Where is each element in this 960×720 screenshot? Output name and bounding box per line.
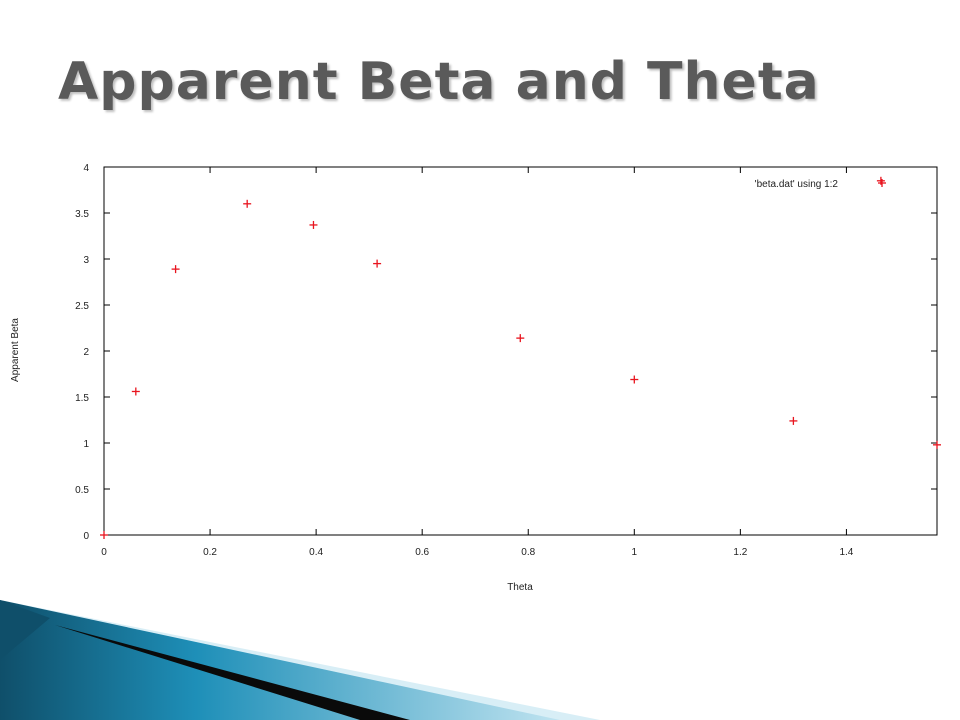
data-point [100,531,108,539]
y-tick-label: 1 [83,439,89,450]
legend-marker [878,179,886,187]
y-axis-label: Apparent Beta [10,318,21,382]
x-tick-label: 1.2 [733,547,747,558]
slide-title: Apparent Beta and Theta [58,52,820,112]
y-tick-label: 3.5 [75,209,89,220]
data-point [516,334,525,343]
data-point [630,375,639,384]
data-point [171,265,180,274]
scatter-chart: 0 0.2 0.4 0.6 0.8 1 1.2 1.4 0 0.5 1 1.5 2 2.5 3 3.5 4 T… [0,150,960,600]
x-tick-label: 0.4 [309,547,323,558]
data-point [789,416,798,425]
decor-black-streak [55,625,410,720]
chart-canvas: 0 0.2 0.4 0.6 0.8 1 1.2 1.4 0 0.5 1 1.5 2 2.5 3 3.5 4 T… [10,163,941,593]
y-tick-label: 0 [83,531,89,542]
x-tick-label: 0.2 [203,547,217,558]
data-point [933,440,941,449]
y-axis-ticks: 0 0.5 1 1.5 2 2.5 3 3.5 4 [75,163,937,542]
x-tick-label: 1.4 [839,547,853,558]
decor-gradient-band [0,600,560,720]
slide-decoration [0,600,600,720]
x-axis-label: Theta [507,582,533,593]
data-points [100,176,941,539]
chart-axes [103,166,938,536]
x-axis-ticks: 0 0.2 0.4 0.6 0.8 1 1.2 1.4 [101,167,854,558]
y-tick-label: 1.5 [75,393,89,404]
data-point [373,259,382,268]
x-tick-label: 1 [632,547,638,558]
x-tick-label: 0.8 [521,547,535,558]
y-tick-label: 0.5 [75,485,89,496]
data-point [131,387,140,396]
x-tick-label: 0 [101,547,107,558]
legend-label: 'beta.dat' using 1:2 [755,179,839,190]
plot-frame [103,166,938,536]
y-tick-label: 2.5 [75,301,89,312]
y-tick-label: 4 [83,163,89,174]
x-tick-label: 0.6 [415,547,429,558]
data-point [243,199,252,208]
y-tick-label: 3 [83,255,89,266]
decor-dark-wedge [0,600,50,660]
data-point [309,220,318,229]
y-tick-label: 2 [83,347,89,358]
